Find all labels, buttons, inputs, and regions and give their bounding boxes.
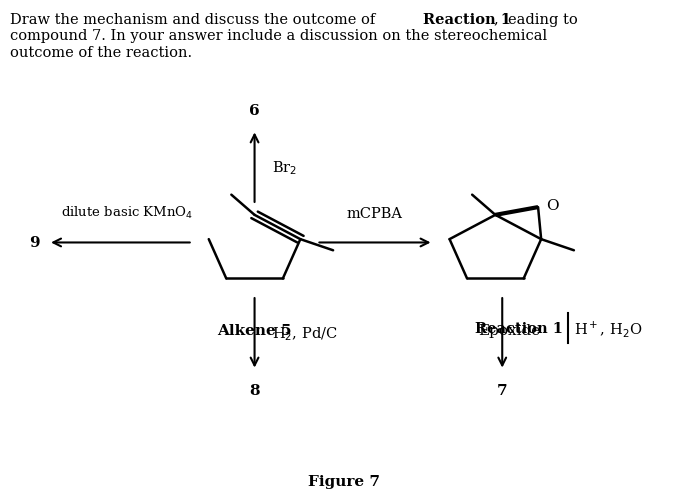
Text: Draw the mechanism and discuss the outcome of: Draw the mechanism and discuss the outco… <box>10 13 380 27</box>
Text: Epoxide: Epoxide <box>478 323 540 337</box>
Text: H$^+$, H$_2$O: H$^+$, H$_2$O <box>574 318 643 338</box>
Text: outcome of the reaction.: outcome of the reaction. <box>10 46 193 60</box>
Text: O: O <box>546 198 559 212</box>
Text: Reaction 1: Reaction 1 <box>475 321 563 335</box>
Text: mCPBA: mCPBA <box>347 206 403 220</box>
Text: dilute basic KMnO$_4$: dilute basic KMnO$_4$ <box>61 204 193 220</box>
Text: Figure 7: Figure 7 <box>308 474 380 488</box>
Text: 8: 8 <box>249 383 260 397</box>
Text: , leading to: , leading to <box>494 13 578 27</box>
Text: 7: 7 <box>497 383 508 397</box>
Text: 6: 6 <box>249 104 260 118</box>
Text: 9: 9 <box>29 236 40 250</box>
Text: Reaction 1: Reaction 1 <box>423 13 511 27</box>
Text: H$_2$, Pd/C: H$_2$, Pd/C <box>272 324 337 342</box>
Text: Alkene 5: Alkene 5 <box>217 323 292 337</box>
Text: compound 7. In your answer include a discussion on the stereochemical: compound 7. In your answer include a dis… <box>10 29 548 43</box>
Text: Br$_2$: Br$_2$ <box>272 159 297 177</box>
